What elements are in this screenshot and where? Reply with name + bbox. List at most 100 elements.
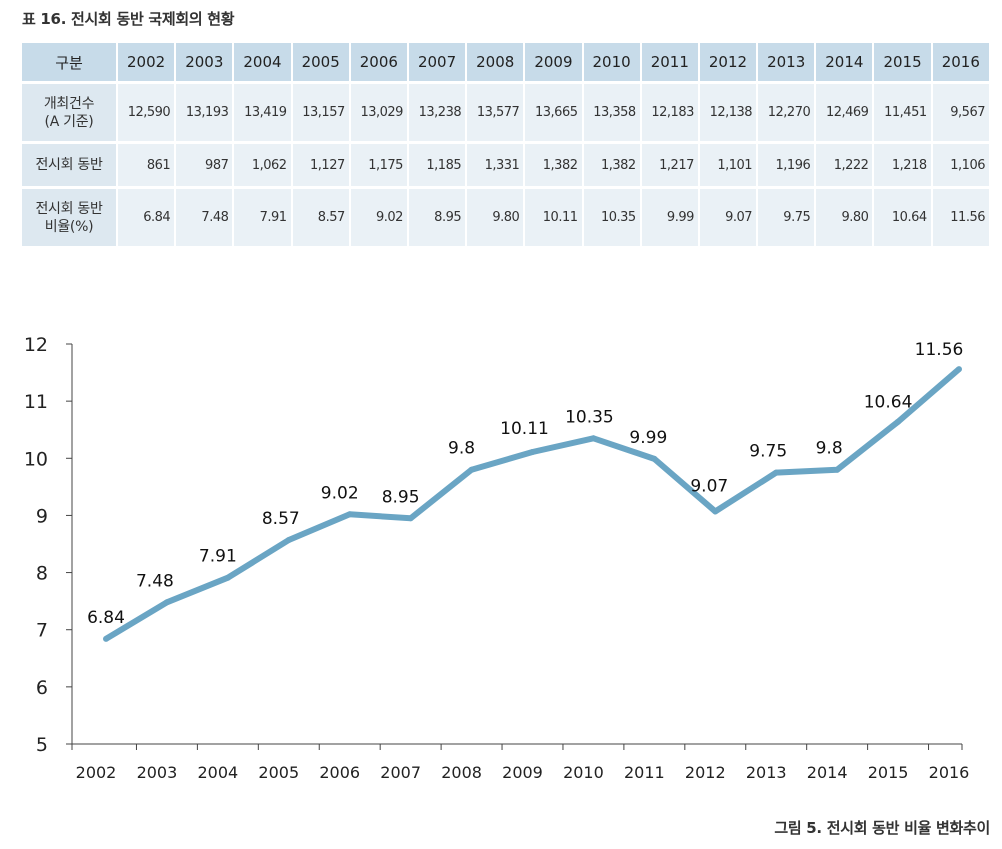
table-cell: 12,183 bbox=[641, 84, 698, 141]
x-tick-label: 2003 bbox=[137, 763, 178, 782]
x-tick-label: 2015 bbox=[868, 763, 909, 782]
data-label: 9.07 bbox=[690, 476, 728, 496]
table-cell: 13,157 bbox=[292, 84, 349, 141]
header-year-cell: 2002 bbox=[118, 43, 175, 81]
header-year-cell: 2014 bbox=[816, 43, 873, 81]
table-cell: 13,238 bbox=[408, 84, 466, 141]
data-point bbox=[590, 435, 597, 442]
data-point bbox=[956, 366, 962, 373]
header-year-cell: 2015 bbox=[874, 43, 931, 81]
data-point bbox=[895, 418, 902, 425]
table-cell: 8.57 bbox=[292, 189, 349, 246]
data-point bbox=[468, 466, 475, 473]
figure-caption: 그림 5. 전시회 동반 비율 변화추이 bbox=[774, 819, 990, 837]
row-label-line1: 전시회 동반 bbox=[35, 157, 103, 173]
table-cell: 1,062 bbox=[234, 144, 291, 186]
table-cell: 10.11 bbox=[525, 189, 582, 246]
data-point bbox=[712, 508, 719, 515]
x-tick-label: 2006 bbox=[319, 763, 360, 782]
table-cell: 1,382 bbox=[583, 144, 640, 186]
table-cell: 12,469 bbox=[816, 84, 873, 141]
data-label: 8.95 bbox=[382, 487, 420, 507]
x-tick-label: 2013 bbox=[746, 763, 787, 782]
x-tick-label: 2007 bbox=[380, 763, 421, 782]
header-year-cell: 2012 bbox=[699, 43, 757, 81]
header-year-cell: 2004 bbox=[234, 43, 291, 81]
series-line bbox=[104, 366, 961, 642]
table-cell: 13,193 bbox=[176, 84, 233, 141]
table-cell: 12,270 bbox=[758, 84, 815, 141]
data-point bbox=[773, 469, 780, 476]
table-cell: 11.56 bbox=[932, 189, 989, 246]
data-label: 9.02 bbox=[321, 483, 359, 503]
table-cell: 987 bbox=[176, 144, 233, 186]
y-tick-label: 5 bbox=[36, 734, 48, 756]
table-cell: 7.91 bbox=[234, 189, 291, 246]
x-tick-label: 2008 bbox=[441, 763, 482, 782]
table-cell: 1,382 bbox=[525, 144, 582, 186]
data-label: 8.57 bbox=[262, 509, 300, 529]
table-cell: 861 bbox=[118, 144, 175, 186]
table-cell: 1,222 bbox=[816, 144, 873, 186]
y-tick-label: 12 bbox=[24, 334, 48, 356]
table-cell: 1,331 bbox=[467, 144, 524, 186]
table-cell: 9.07 bbox=[699, 189, 757, 246]
header-year-cell: 2008 bbox=[467, 43, 524, 81]
row-label: 전시회 동반 비율(%) bbox=[22, 189, 116, 246]
header-year-cell: 2009 bbox=[525, 43, 582, 81]
data-point bbox=[285, 537, 292, 543]
table-cell: 13,577 bbox=[467, 84, 524, 141]
x-tick-label: 2014 bbox=[807, 763, 848, 782]
table-cell: 9.99 bbox=[641, 189, 698, 246]
header-year-cell: 2007 bbox=[408, 43, 466, 81]
data-label: 6.84 bbox=[87, 608, 125, 628]
header-year-cell: 2010 bbox=[583, 43, 640, 81]
table-cell: 13,358 bbox=[583, 84, 640, 141]
x-tick-label: 2011 bbox=[624, 763, 665, 782]
row-label-line2: (A 기준) bbox=[44, 113, 94, 130]
table-cell: 13,419 bbox=[234, 84, 291, 141]
table-cell: 12,590 bbox=[118, 84, 175, 141]
table-cell: 6.84 bbox=[118, 189, 175, 246]
header-year-cell: 2006 bbox=[350, 43, 407, 81]
table-cell: 1,196 bbox=[758, 144, 815, 186]
data-label: 11.56 bbox=[915, 340, 964, 360]
table-cell: 1,106 bbox=[932, 144, 989, 186]
x-tick-label: 2010 bbox=[563, 763, 604, 782]
table-cell: 1,127 bbox=[292, 144, 349, 186]
ratio-line-chart: 5 6 7 8 9 10 11 12 2002 2003 2004 2005 2006 2007 2008 2… bbox=[24, 334, 970, 782]
row-label: 전시회 동반 bbox=[22, 144, 116, 186]
table-cell: 9,567 bbox=[932, 84, 989, 141]
y-tick-label: 7 bbox=[36, 620, 48, 642]
data-point bbox=[834, 466, 841, 473]
table-cell: 1,217 bbox=[641, 144, 698, 186]
header-category-cell: 구분 bbox=[22, 43, 116, 81]
y-tick-label: 10 bbox=[24, 448, 48, 470]
table-cell: 1,185 bbox=[408, 144, 466, 186]
table-cell: 9.80 bbox=[816, 189, 873, 246]
table-header-row: 구분 2002 2003 2004 2005 2006 2007 2008 20… bbox=[22, 43, 989, 81]
data-label: 10.35 bbox=[565, 407, 614, 427]
header-year-cell: 2005 bbox=[292, 43, 349, 81]
data-point bbox=[651, 455, 658, 462]
table-cell: 10.35 bbox=[583, 189, 640, 246]
data-label: 9.8 bbox=[816, 439, 843, 459]
table-row-ratio: 전시회 동반 비율(%) 6.84 7.48 7.91 8.57 9.02 8.9… bbox=[22, 189, 989, 246]
header-year-cell: 2003 bbox=[176, 43, 233, 81]
x-tick-label: 2002 bbox=[76, 763, 117, 782]
data-label: 7.91 bbox=[199, 547, 237, 567]
x-tick-label: 2009 bbox=[502, 763, 543, 782]
x-tick-label: 2005 bbox=[258, 763, 299, 782]
data-label: 10.64 bbox=[864, 393, 913, 413]
y-tick-label: 9 bbox=[36, 505, 48, 527]
data-label: 9.99 bbox=[629, 428, 667, 448]
table-cell: 1,101 bbox=[699, 144, 757, 186]
data-label: 7.48 bbox=[136, 571, 174, 591]
table-row-counts: 개최건수 (A 기준) 12,590 13,193 13,419 13,157 1… bbox=[22, 84, 989, 141]
table-cell: 9.02 bbox=[350, 189, 407, 246]
table-cell: 7.48 bbox=[176, 189, 233, 246]
conference-status-table: 구분 2002 2003 2004 2005 2006 2007 2008 20… bbox=[20, 40, 991, 249]
data-label: 10.11 bbox=[500, 419, 549, 439]
row-label-line2: 비율(%) bbox=[44, 218, 94, 235]
table-cell: 1,175 bbox=[350, 144, 407, 186]
